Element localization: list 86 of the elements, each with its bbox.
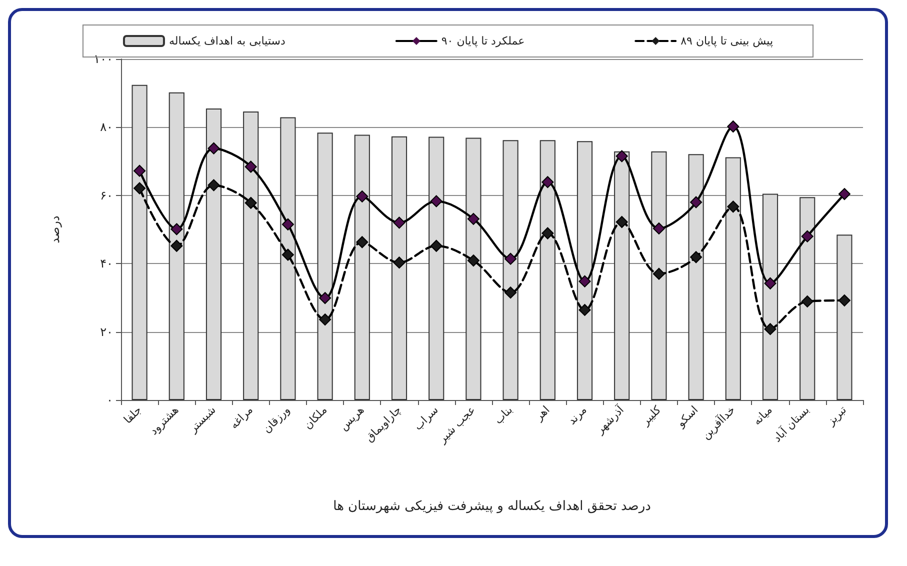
point: [690, 196, 702, 208]
legend-label: عملکرد تا پایان ۹۰: [441, 34, 525, 48]
bar: [391, 136, 408, 400]
x-tick-label: کلیبر: [638, 402, 664, 429]
bar: [354, 134, 370, 400]
y-axis-title: درصد: [48, 216, 62, 244]
point: [282, 218, 294, 230]
point: [282, 248, 294, 261]
legend-label: دستیابی به اهداف یکساله: [168, 34, 286, 48]
point: [430, 240, 442, 252]
bar: [800, 197, 816, 400]
bar: [540, 140, 556, 400]
point: [764, 323, 776, 336]
point: [504, 252, 517, 265]
point: [134, 182, 146, 194]
point: [801, 230, 814, 242]
y-tick-label: ۸۰: [100, 120, 113, 134]
bar: [428, 136, 444, 400]
point: [838, 188, 850, 200]
point: [244, 160, 257, 173]
point: [652, 268, 665, 280]
point: [134, 164, 146, 177]
x-tick-label: ورزقان: [260, 403, 293, 436]
y-tick-label: ۲۰: [100, 324, 113, 339]
point: [244, 196, 257, 209]
point: [170, 223, 183, 236]
x-tick-label: هشترود: [147, 403, 182, 438]
point: [578, 304, 591, 316]
bar: [243, 112, 259, 400]
bar: [280, 117, 296, 400]
bar: [651, 151, 667, 400]
x-tick-label: اهر: [532, 403, 552, 424]
y-tick-label: ۶۰: [100, 188, 113, 202]
bar: [317, 132, 333, 400]
point: [727, 200, 740, 213]
x-tick-label: شبستر: [186, 403, 218, 436]
x-tick-label: اسکو: [674, 403, 701, 430]
point: [616, 150, 628, 162]
point: [170, 240, 183, 252]
bar: [466, 138, 482, 400]
point: [727, 120, 740, 133]
x-tick-label: تبریز: [824, 403, 850, 429]
point: [467, 212, 480, 225]
point: [504, 286, 517, 299]
point: [319, 292, 332, 304]
bar: [132, 84, 148, 400]
bar: [206, 108, 222, 400]
point: [764, 277, 776, 290]
point: [393, 256, 406, 269]
point: [356, 236, 368, 248]
point: [616, 216, 628, 228]
x-tick-label: بناب: [492, 403, 516, 427]
legend-label: پیش بینی تا پایان ۸۹: [680, 34, 774, 48]
point: [652, 222, 665, 234]
bar: [576, 141, 593, 400]
point: [801, 295, 814, 308]
bar: [614, 151, 630, 400]
bar: [502, 140, 518, 400]
y-tick-label: ۰: [106, 393, 113, 407]
bar: [836, 234, 852, 400]
point: [356, 190, 368, 202]
x-tick-label: سراب: [411, 403, 441, 433]
x-tick-label: ملکان: [301, 403, 330, 432]
x-tick-label: آذرشهر: [592, 402, 628, 438]
point: [430, 195, 442, 208]
point: [393, 216, 406, 229]
point: [838, 294, 850, 306]
point: [542, 227, 554, 240]
point: [690, 251, 702, 264]
x-tick-label: مراغه: [227, 403, 256, 432]
point: [467, 254, 480, 267]
x-tick-label: مرند: [565, 403, 590, 428]
x-tick-label: میانه: [750, 403, 775, 428]
x-tick-label: جلفا: [121, 403, 144, 426]
bar: [688, 154, 704, 400]
point: [208, 142, 220, 154]
x-tick-label: خداآفرین: [698, 402, 738, 442]
bar: [168, 92, 184, 400]
point: [208, 179, 220, 192]
y-tick-label: ۴۰: [100, 256, 113, 271]
bar: [725, 157, 741, 400]
point: [578, 275, 591, 288]
x-axis-title: درصد تحقق اهداف یکساله و پیشرفت فیزیکی شهرستان ها: [333, 499, 652, 514]
point: [319, 314, 332, 326]
point: [542, 176, 554, 188]
bar: [762, 194, 778, 400]
